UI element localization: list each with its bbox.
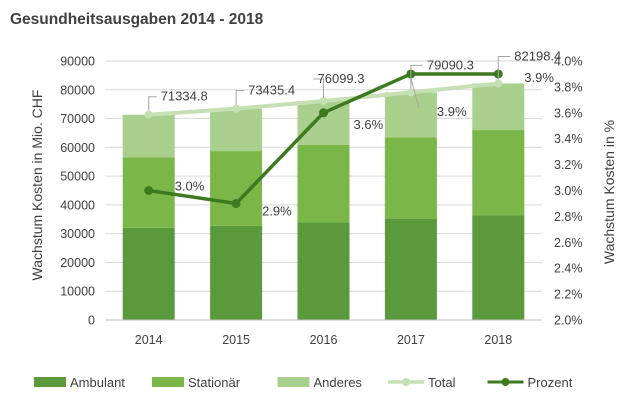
data-label-prozent: 3.0% <box>175 179 205 194</box>
bar-segment-ambulant <box>472 215 525 320</box>
y-tick-label-left: 90000 <box>60 55 95 69</box>
bar-segment-ambulant <box>210 225 263 320</box>
series-point-total <box>232 104 241 113</box>
data-label-total: 82198.4 <box>514 48 561 63</box>
series-point-total <box>319 97 328 106</box>
data-label-prozent: 3.9% <box>437 104 467 119</box>
bar-segment-ambulant <box>297 222 350 320</box>
y-tick-label-right: 2.8% <box>554 210 583 224</box>
series-point-total <box>144 110 153 119</box>
series-point-prozent <box>231 198 241 208</box>
bar-segment-stationär <box>384 137 437 219</box>
leader-line <box>148 96 157 111</box>
x-tick-label: 2017 <box>397 333 425 347</box>
legend-marker-total <box>402 378 410 386</box>
bar-stacks <box>122 83 525 320</box>
series-point-total <box>406 88 415 97</box>
y-tick-label-right: 2.2% <box>554 288 583 302</box>
legend-swatch-stationär <box>152 377 184 387</box>
y-tick-label-right: 3.8% <box>554 80 583 94</box>
series-point-prozent <box>144 186 154 195</box>
y-tick-label-left: 40000 <box>60 198 95 212</box>
bar-segment-stationär <box>210 151 263 226</box>
leader-line <box>410 64 423 89</box>
legend-swatch-ambulant <box>34 377 66 387</box>
data-label-prozent: 3.9% <box>524 70 554 85</box>
data-label-prozent: 2.9% <box>262 203 292 218</box>
y-axis-title-left: Wachstum Kosten in Mio. CHF <box>29 90 45 281</box>
legend-marker-prozent <box>501 378 510 386</box>
y-tick-label-left: 80000 <box>60 83 95 97</box>
data-label-prozent: 3.6% <box>354 117 384 132</box>
data-label-total: 76099.3 <box>318 71 365 86</box>
legend-label-ambulant: Ambulant <box>70 375 125 390</box>
series-point-total <box>494 79 503 88</box>
legend-label-anderes: Anderes <box>314 375 363 390</box>
bar-segment-stationär <box>472 130 525 216</box>
x-tick-label: 2018 <box>484 333 512 347</box>
y-tick-label-left: 30000 <box>60 227 95 241</box>
y-tick-label-left: 70000 <box>60 112 95 126</box>
bar-segment-anderes <box>210 108 263 152</box>
axes: 0 10000 20000 30000 40000 50000 60000 70000 8000… <box>60 55 582 348</box>
y-tick-label-right: 2.6% <box>554 236 583 250</box>
bar-segment-ambulant <box>122 227 175 320</box>
legend: Ambulant Stationär Anderes Total Prozent <box>34 375 573 390</box>
y-tick-label-left: 50000 <box>60 170 95 184</box>
y-tick-label-left: 20000 <box>60 256 95 270</box>
leader-line <box>410 77 420 109</box>
legend-swatch-anderes <box>277 377 310 387</box>
bar-segment-anderes <box>384 92 437 138</box>
leader-line <box>235 90 245 105</box>
y-tick-label-left: 10000 <box>60 285 95 299</box>
legend-label-prozent: Prozent <box>528 375 573 390</box>
y-tick-label-right: 2.0% <box>554 314 583 328</box>
data-label-total: 79090.3 <box>427 57 474 72</box>
bar-segment-anderes <box>122 114 175 158</box>
x-tick-label: 2016 <box>310 333 338 347</box>
y-tick-label-right: 3.6% <box>554 106 583 120</box>
data-labels: 71334.8 73435.4 76099.3 79090.3 82198.4 3.0% 2… <box>148 48 561 218</box>
bar-segment-ambulant <box>384 218 437 320</box>
legend-label-total: Total <box>428 375 456 390</box>
line-series <box>144 69 503 208</box>
bar-segment-anderes <box>297 101 350 145</box>
leader-line <box>313 78 324 98</box>
leader-line <box>497 55 511 80</box>
y-tick-label-left: 0 <box>88 314 95 328</box>
x-tick-label: 2015 <box>222 333 250 347</box>
series-point-prozent <box>319 108 328 118</box>
y-tick-label-right: 2.4% <box>554 262 583 276</box>
y-tick-label-right: 4.0% <box>554 55 583 69</box>
y-tick-label-left: 60000 <box>60 141 95 155</box>
x-tick-label: 2014 <box>135 333 163 347</box>
legend-label-stationär: Stationär <box>188 375 241 390</box>
data-label-total: 73435.4 <box>248 83 295 98</box>
chart-title: Gesundheitsausgaben 2014 - 2018 <box>10 11 264 28</box>
data-label-total: 71334.8 <box>161 89 208 104</box>
y-tick-label-right: 3.0% <box>554 184 583 198</box>
bar-segment-anderes <box>472 83 525 131</box>
y-tick-label-right: 3.4% <box>554 132 583 146</box>
y-tick-label-right: 3.2% <box>554 158 583 172</box>
bar-segment-stationär <box>297 144 350 223</box>
y-axis-title-right: Wachstum Kosten in % <box>601 120 617 264</box>
